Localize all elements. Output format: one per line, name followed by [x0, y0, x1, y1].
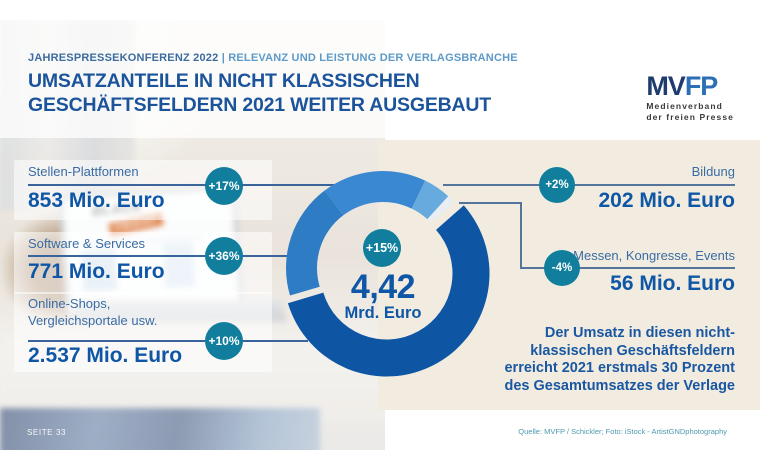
donut-segment-online-shops-vergleichsportale-usw [287, 205, 490, 377]
callout-label-onlineshops-line1: Online-Shops, [28, 296, 111, 311]
logo-subline: Medienverband der freien Presse [646, 101, 734, 122]
kicker-left: JAHRESPRESSEKONFERENZ 2022 [28, 52, 219, 64]
callout-value-bildung: 202 Mio. Euro [598, 189, 735, 212]
donut-chart [285, 171, 490, 377]
callout-value-messen: 56 Mio. Euro [610, 272, 735, 295]
connector-messen-v [520, 202, 522, 268]
note-line-2: klassischen Geschäftsfeldern [530, 342, 735, 359]
page-title: UMSATZANTEILE IN NICHT KLASSISCHEN GESCH… [28, 69, 491, 117]
connector-stellen [28, 184, 334, 186]
kicker-separator: | [218, 52, 229, 64]
donut-segment-bildung [411, 180, 449, 220]
background-photo: BLACK FRIDAY [0, 20, 385, 450]
source-credit: Quelle: MVFP / Schickler; Foto: iStock -… [518, 427, 727, 436]
callout-value-software: 771 Mio. Euro [28, 260, 165, 283]
logo-subline-2: der freien Presse [646, 111, 734, 122]
delta-badge-messen: -4% [544, 250, 580, 286]
callout-value-stellen: 853 Mio. Euro [28, 189, 165, 212]
callout-label-software: Software & Services [28, 236, 146, 251]
callout-value-onlineshops: 2.537 Mio. Euro [28, 344, 183, 367]
kicker-right: RELEVANZ UND LEISTUNG DER VERLAGSBRANCHE [228, 52, 518, 64]
callout-label-bildung: Bildung [691, 164, 735, 179]
callout-label-stellen: Stellen-Plattformen [28, 164, 139, 179]
photo-white-wash [0, 20, 385, 138]
delta-badge-bildung: +2% [539, 167, 575, 203]
mvfp-logo: MVFP Medienverband der freien Presse [646, 71, 734, 122]
delta-badge-software: +36% [205, 237, 243, 275]
delta-badge-stellen: +17% [205, 167, 243, 205]
logo-mv: MV [646, 71, 685, 101]
connector-messen-h2 [520, 267, 735, 269]
photo-blanket [0, 408, 320, 450]
note-line-4: des Gesamtumsatzes der Verlage [504, 377, 735, 394]
delta-badge-onlineshops: +10% [205, 322, 243, 360]
donut-segment-messen-kongresse-events [427, 196, 454, 223]
connector-software [28, 255, 288, 257]
title-line-2: GESCHÄFTSFELDERN 2021 WEITER AUSGEBAUT [28, 94, 491, 116]
connector-bildung [443, 184, 735, 186]
donut-segment-stellen-plattformen [285, 190, 344, 296]
total-value: 4,42 [350, 268, 416, 306]
summary-note: Der Umsatz in diesen nicht- klassischen … [504, 325, 735, 395]
total-delta-badge: +15% [363, 229, 401, 267]
note-line-1: Der Umsatz in diesen nicht- [544, 325, 735, 341]
donut-segment-software-services [324, 171, 426, 216]
total-unit: Mrd. Euro [344, 304, 422, 322]
callout-label-messen: Messen, Kongresse, Events [573, 248, 735, 263]
page-number-label: SEITE 33 [27, 428, 67, 437]
callout-label-onlineshops: Online-Shops, Vergleichsportale usw. [28, 296, 157, 329]
title-line-1: UMSATZANTEILE IN NICHT KLASSISCHEN [28, 70, 420, 92]
logo-fp: FP [684, 71, 719, 101]
logo-subline-1: Medienverband [646, 101, 723, 111]
kicker: JAHRESPRESSEKONFERENZ 2022 | RELEVANZ UN… [28, 52, 518, 64]
logo-wordmark: MVFP [646, 71, 734, 101]
connector-messen-h1 [459, 202, 521, 204]
connector-onlineshops [28, 340, 308, 342]
note-line-3: erreicht 2021 erstmals 30 Prozent [504, 360, 735, 377]
callout-label-onlineshops-line2: Vergleichsportale usw. [28, 312, 158, 328]
